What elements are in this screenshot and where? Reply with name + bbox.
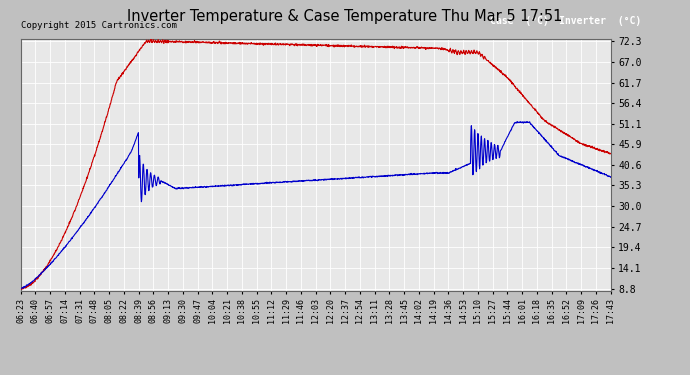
Text: Case  (°C): Case (°C) — [490, 16, 549, 26]
Text: Inverter  (°C): Inverter (°C) — [559, 16, 642, 26]
Text: Inverter Temperature & Case Temperature Thu Mar 5 17:51: Inverter Temperature & Case Temperature … — [128, 9, 562, 24]
Text: Copyright 2015 Cartronics.com: Copyright 2015 Cartronics.com — [21, 21, 177, 30]
